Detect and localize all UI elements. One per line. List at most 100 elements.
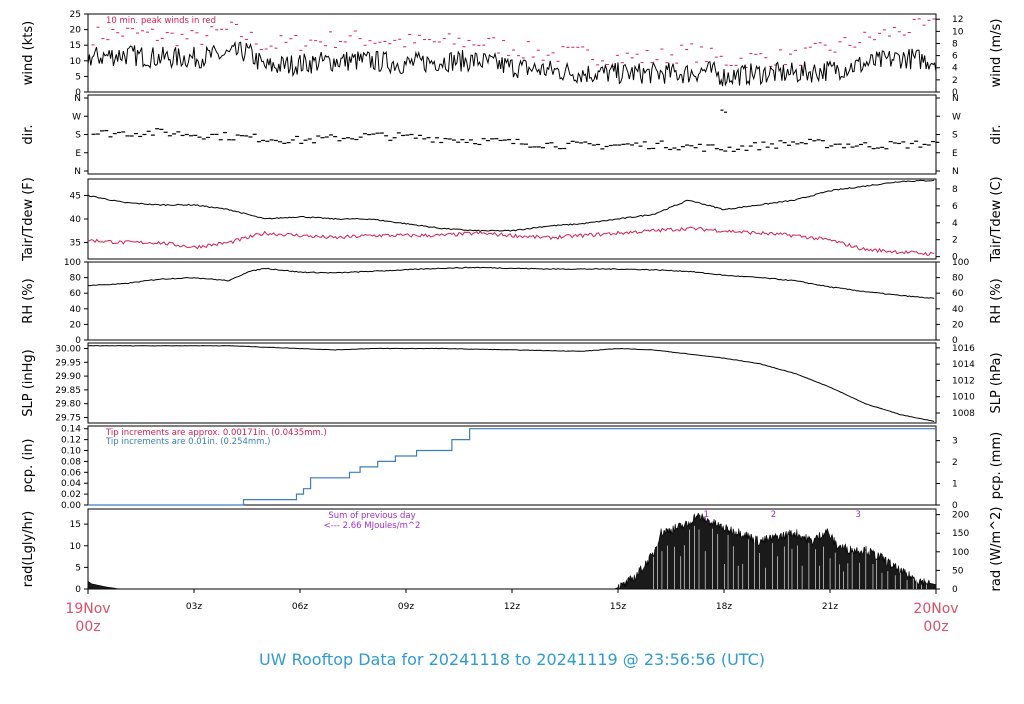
dewpoint-line: [87, 226, 935, 256]
y-tick-label: 25: [70, 10, 81, 20]
y-tick-label-right: 0: [952, 88, 958, 98]
y-tick-label: 10: [70, 57, 82, 67]
radiation-marker: 1: [704, 510, 709, 520]
y-tick-label-right: 0: [952, 253, 958, 263]
y-tick-label-right: 1016: [952, 344, 975, 354]
precip-note: Tip increments are 0.01in. (0.254mm.): [105, 437, 270, 447]
y-axis-label: pcp. (in): [21, 439, 36, 493]
panel-frame: [87, 342, 937, 424]
y-tick-label: 35: [70, 239, 81, 249]
panel-pressure: SLP (inHg) SLP (hPa) 29.75 29.80 29.85 29.90 2…: [21, 342, 1004, 424]
panel-wind: wind (kts) wind (m/s) 0 5 10 15 20 25 0 2 4 6 8 10 12 1…: [21, 10, 1004, 98]
y-tick-label-right: S: [952, 131, 958, 141]
y-tick-label-right: 200: [952, 511, 969, 521]
y-tick-label-right: 50: [952, 566, 964, 576]
y-tick-label-right: 0: [952, 336, 958, 346]
y-tick-label-right: 20: [952, 320, 964, 330]
y-tick-label: 0.14: [61, 425, 81, 435]
y-tick-label-right: 6: [952, 52, 958, 62]
y-axis-label: Tair/Tdew (F): [21, 177, 36, 262]
x-tick-label: 21z: [822, 602, 838, 612]
y-tick-label: 0.02: [61, 490, 81, 500]
y-tick-label: 0: [75, 585, 81, 595]
y-tick-label: E: [75, 149, 81, 159]
y-tick-label: 40: [70, 215, 82, 225]
y-tick-label: 20: [70, 320, 82, 330]
time-axis: 03z 06z 09z 12z 15z 18z 21z 19Nov 00z 20Nov 00z: [65, 589, 959, 635]
y-tick-label: 0.10: [61, 447, 81, 457]
y-axis-label: rad(Lgly/hr): [21, 511, 36, 587]
page-title: UW Rooftop Data for 20241118 to 20241119…: [259, 650, 765, 669]
y-tick-label-right: 6: [952, 202, 958, 212]
end-date-label: 20Nov: [913, 601, 958, 617]
y-tick-label-right: 80: [952, 274, 964, 284]
y-tick-label-right: 150: [952, 529, 969, 539]
y-tick-label-right: 0: [952, 501, 958, 511]
y-tick-label: 5: [75, 72, 81, 82]
y-tick-label-right: 4: [952, 64, 958, 74]
y-tick-label-right: N: [952, 94, 959, 104]
y-axis-label-right: Tair/Tdew (C): [989, 176, 1004, 262]
y-axis-label: RH (%): [21, 278, 36, 323]
y-tick-label: 0: [75, 88, 81, 98]
y-tick-label: 40: [70, 305, 82, 315]
x-tick-label: 18z: [716, 602, 732, 612]
radiation-marker: 3: [856, 510, 861, 520]
y-tick-label: W: [72, 112, 81, 122]
slp-line: [87, 345, 935, 422]
panel-frame: [87, 178, 937, 260]
y-tick-label: 45: [70, 191, 81, 201]
y-tick-label: N: [74, 167, 81, 177]
y-tick-label: 0.12: [61, 436, 81, 446]
y-tick-label-right: 1010: [952, 393, 975, 403]
start-date-label: 19Nov: [65, 601, 110, 617]
y-tick-label: 0.08: [61, 457, 81, 467]
y-tick-label-right: 40: [952, 305, 964, 315]
y-tick-label: 29.75: [55, 413, 81, 423]
y-tick-label-right: 2: [952, 458, 958, 468]
y-tick-label-right: 3: [952, 437, 958, 447]
y-tick-label: N: [74, 94, 81, 104]
y-tick-label: 80: [70, 274, 82, 284]
y-tick-label-right: 1014: [952, 360, 975, 370]
y-axis-label-right: rad (W/m^2): [989, 507, 1004, 592]
panel-frame: [87, 425, 937, 506]
y-tick-label: 20: [70, 26, 82, 36]
y-axis-label-right: SLP (hPa): [989, 352, 1004, 413]
y-axis-label: dir.: [21, 124, 36, 144]
y-axis-label: SLP (inHg): [21, 349, 36, 417]
start-hour-label: 00z: [75, 619, 100, 635]
air-temp-line: [87, 179, 935, 232]
y-tick-label-right: 4: [952, 219, 958, 229]
wind-annotation: 10 min. peak winds in red: [106, 16, 216, 26]
y-tick-label-right: 10: [952, 27, 964, 37]
y-tick-label: 0.06: [61, 468, 81, 478]
y-axis-label-right: wind (m/s): [989, 19, 1004, 88]
panel-frame: [87, 261, 937, 341]
y-axis-label-right: pcp. (mm): [989, 432, 1004, 499]
y-tick-label: 5: [75, 563, 81, 573]
panel-precipitation: pcp. (in) pcp. (mm)0.000.020.040.060.080.…: [21, 425, 1004, 511]
y-axis-label: wind (kts): [21, 21, 36, 85]
y-tick-label: 29.95: [55, 358, 81, 368]
wind-speed-line: [87, 40, 937, 87]
y-tick-label: 100: [64, 258, 81, 268]
x-tick-label: 03z: [186, 602, 202, 612]
y-tick-label: 15: [70, 41, 81, 51]
rh-line: [87, 266, 935, 299]
y-axis-label-right: dir.: [989, 124, 1004, 144]
radiation-annotation: <--- 2.66 MJoules/m^2: [324, 521, 421, 531]
y-tick-label: 29.80: [55, 400, 81, 410]
y-tick-label-right: 1008: [952, 409, 975, 419]
y-tick-label: 15: [70, 520, 81, 530]
y-tick-label-right: 0: [952, 585, 958, 595]
panel-humidity: RH (%) RH (%) 0 20 40 60 80 100 0 20 40 60 80 100: [21, 258, 1004, 346]
y-tick-label-right: 1: [952, 480, 958, 490]
y-tick-label-right: 8: [952, 39, 958, 49]
y-tick-label-right: 1012: [952, 376, 975, 386]
y-tick-label-right: 100: [952, 258, 969, 268]
y-tick-label-right: 8: [952, 185, 958, 195]
